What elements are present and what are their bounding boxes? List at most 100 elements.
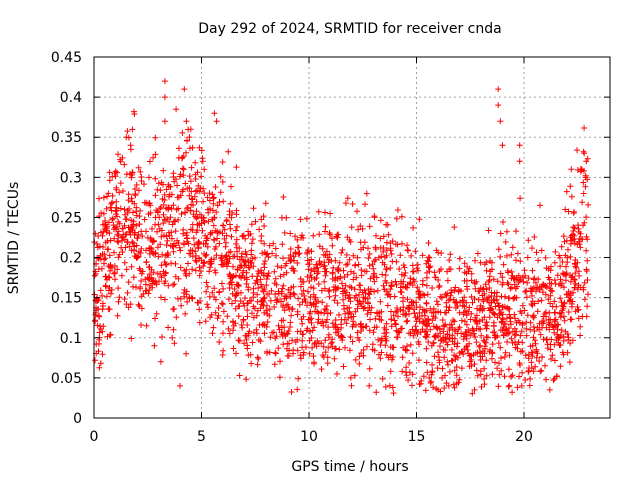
data-point bbox=[171, 281, 178, 288]
data-point bbox=[115, 285, 122, 292]
data-point bbox=[537, 202, 543, 209]
data-point bbox=[299, 337, 306, 344]
data-point bbox=[304, 273, 311, 280]
data-point bbox=[517, 332, 524, 339]
data-point bbox=[508, 251, 515, 258]
data-point bbox=[179, 165, 186, 172]
data-point bbox=[187, 250, 194, 257]
data-point bbox=[128, 217, 135, 224]
data-point bbox=[503, 326, 510, 333]
data-point bbox=[398, 278, 405, 285]
data-point bbox=[583, 214, 590, 221]
data-point bbox=[118, 272, 125, 279]
data-point bbox=[323, 306, 330, 313]
data-point bbox=[173, 176, 179, 183]
data-point bbox=[536, 326, 543, 333]
data-point bbox=[146, 264, 153, 271]
data-point bbox=[585, 201, 592, 208]
data-point bbox=[461, 303, 468, 310]
data-point bbox=[308, 248, 315, 255]
data-point bbox=[354, 208, 360, 215]
data-point bbox=[128, 174, 135, 181]
data-point bbox=[233, 236, 240, 243]
data-point bbox=[410, 299, 417, 306]
data-point bbox=[432, 274, 439, 281]
data-point bbox=[562, 277, 569, 284]
data-point bbox=[119, 237, 125, 244]
data-point bbox=[523, 332, 530, 339]
data-point bbox=[217, 189, 224, 196]
data-point bbox=[139, 233, 146, 240]
data-point bbox=[107, 264, 114, 271]
y-axis-label: SRMTID / TECUs bbox=[6, 182, 22, 295]
data-point bbox=[574, 147, 580, 154]
data-point bbox=[455, 379, 462, 386]
data-point bbox=[545, 296, 552, 303]
data-point bbox=[509, 328, 516, 335]
data-point bbox=[384, 302, 391, 309]
data-point bbox=[428, 342, 435, 349]
data-point bbox=[372, 246, 379, 253]
data-point bbox=[209, 191, 216, 198]
data-point bbox=[411, 278, 418, 285]
data-point bbox=[463, 333, 470, 339]
data-point bbox=[155, 180, 162, 187]
data-point bbox=[266, 242, 273, 249]
data-point bbox=[290, 290, 297, 297]
data-point bbox=[165, 324, 172, 331]
data-point bbox=[382, 342, 389, 349]
data-point bbox=[148, 237, 155, 243]
data-point bbox=[320, 343, 327, 350]
data-point bbox=[538, 247, 545, 254]
data-point bbox=[182, 310, 189, 317]
data-point bbox=[501, 373, 508, 380]
data-point bbox=[557, 363, 564, 370]
data-point bbox=[111, 263, 118, 269]
data-point bbox=[170, 281, 176, 288]
data-point bbox=[571, 225, 578, 231]
data-point bbox=[128, 335, 135, 342]
data-point bbox=[481, 365, 488, 372]
data-point bbox=[335, 266, 342, 273]
data-point bbox=[99, 351, 106, 358]
data-point bbox=[272, 349, 279, 356]
data-point bbox=[480, 286, 486, 293]
data-point bbox=[411, 310, 418, 317]
data-point bbox=[287, 289, 294, 296]
data-point bbox=[448, 357, 455, 364]
data-point bbox=[435, 333, 442, 340]
data-point bbox=[110, 226, 117, 233]
data-point bbox=[330, 264, 337, 271]
data-point bbox=[183, 118, 190, 125]
data-point bbox=[234, 266, 241, 273]
data-point bbox=[522, 352, 529, 359]
data-point bbox=[248, 247, 255, 254]
data-point bbox=[316, 243, 323, 250]
data-point bbox=[250, 263, 257, 270]
data-point bbox=[461, 269, 468, 276]
data-point bbox=[107, 290, 114, 297]
data-point bbox=[189, 266, 196, 273]
data-point bbox=[186, 295, 193, 302]
data-point bbox=[284, 352, 291, 359]
x-tick-label: 0 bbox=[90, 429, 99, 445]
data-point bbox=[505, 383, 512, 390]
data-point bbox=[529, 292, 535, 299]
data-point bbox=[495, 86, 502, 93]
data-point bbox=[483, 372, 490, 379]
data-point bbox=[220, 308, 227, 315]
data-point bbox=[466, 340, 473, 347]
data-point bbox=[258, 216, 265, 223]
data-point bbox=[323, 303, 330, 309]
data-point bbox=[106, 169, 113, 176]
data-point bbox=[104, 193, 110, 200]
data-point bbox=[228, 183, 234, 190]
data-point bbox=[287, 324, 293, 330]
data-point bbox=[298, 234, 305, 241]
data-point bbox=[397, 284, 404, 291]
data-point bbox=[461, 277, 468, 284]
data-point bbox=[297, 216, 304, 223]
data-point bbox=[158, 204, 164, 211]
data-point bbox=[253, 312, 260, 319]
data-point bbox=[143, 228, 149, 235]
